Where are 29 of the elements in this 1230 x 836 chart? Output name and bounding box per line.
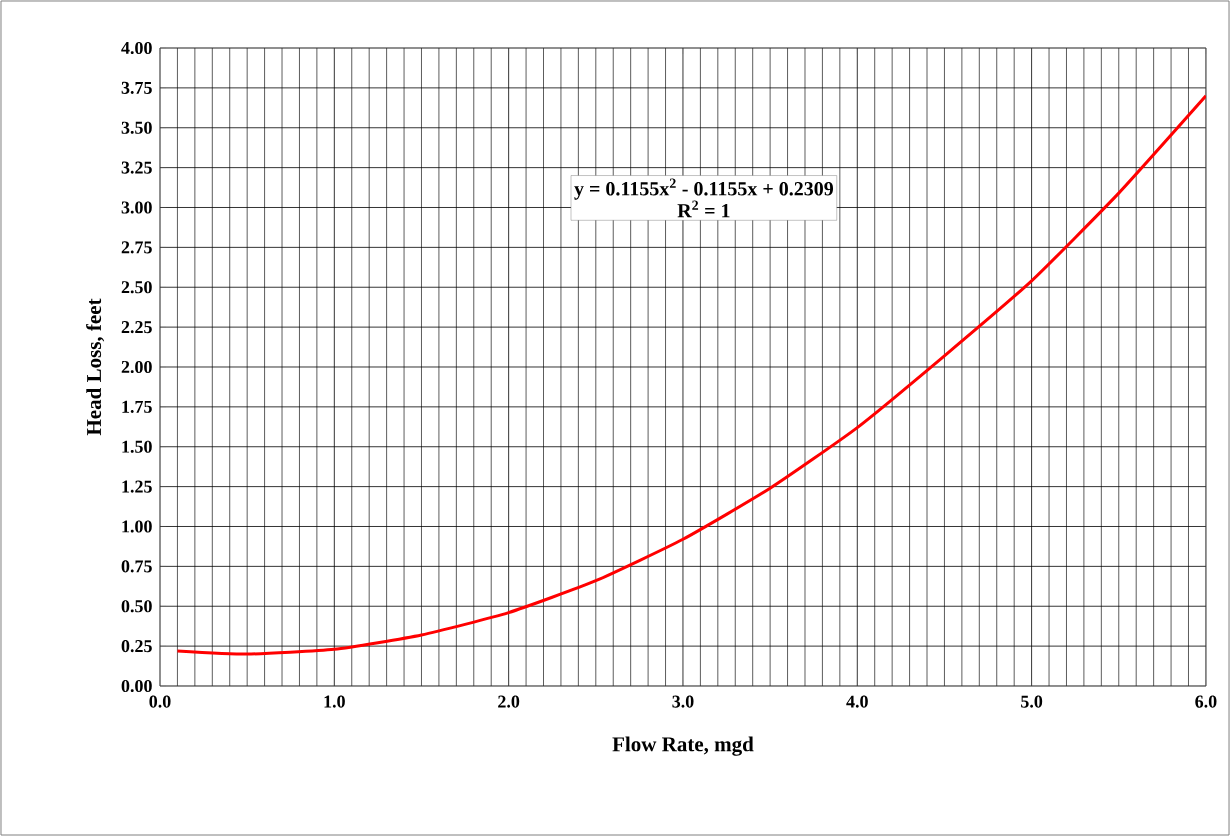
x-axis-title: Flow Rate, mgd: [612, 736, 754, 756]
y-tick-label: 0.00: [121, 679, 152, 693]
y-axis-title: Head Loss, feet: [86, 298, 105, 436]
y-tick-label: 1.50: [122, 440, 152, 453]
x-tick-label: 4.0: [846, 695, 868, 708]
y-tick-label: 3.25: [121, 161, 152, 174]
y-tick-label: 3.75: [121, 81, 152, 94]
x-tick-label: 1.0: [324, 695, 345, 708]
y-tick-label: 3.00: [121, 201, 152, 214]
y-tick-label: 1.25: [122, 480, 152, 493]
y-tick-label: 1.00: [122, 520, 152, 533]
x-tick-label: 2.0: [498, 695, 520, 708]
y-tick-label: 2.75: [121, 241, 152, 254]
y-tick-label: 0.75: [121, 560, 152, 573]
x-tick-label: 0.0: [149, 695, 171, 708]
y-tick-label: 0.25: [121, 640, 152, 653]
y-tick-label: 4.00: [121, 41, 152, 55]
annotation: R$^{2}$ = 1: [677, 200, 730, 218]
x-tick-label: 5.0: [1021, 695, 1043, 708]
y-tick-label: 1.75: [122, 400, 152, 413]
x-tick-label: 6.0: [1195, 695, 1217, 708]
y-tick-label: 2.25: [121, 321, 152, 334]
annotation: y = 0.1155x$^{2}$ - 0.1155x + 0.2309: [574, 178, 834, 200]
y-tick-label: 3.50: [121, 121, 152, 134]
y-tick-label: 0.50: [121, 600, 152, 613]
line-series: [175, 94, 1206, 656]
y-tick-label: 2.50: [121, 281, 152, 294]
x-tick-label: 3.0: [672, 695, 694, 708]
y-tick-label: 2.00: [121, 360, 152, 374]
